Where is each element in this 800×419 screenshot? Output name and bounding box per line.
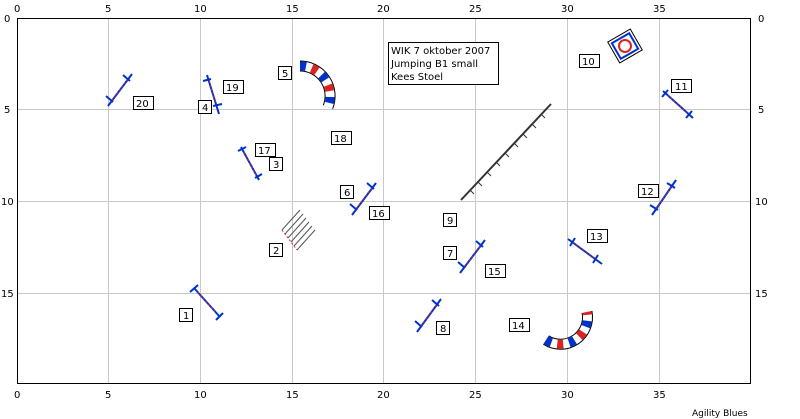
tire-icon bbox=[607, 28, 643, 64]
jump-obstacles bbox=[105, 73, 694, 333]
ring-border bbox=[17, 18, 751, 384]
jump-19-icon bbox=[202, 74, 223, 115]
number-box-19-text: 19 bbox=[226, 83, 239, 94]
ruler-top: 0 5 10 15 20 25 30 35 bbox=[14, 4, 666, 15]
number-box-15-text: 15 bbox=[488, 267, 501, 278]
number-box-12-text: 12 bbox=[641, 187, 654, 198]
number-box-16: 16 bbox=[369, 206, 390, 220]
number-box-20: 20 bbox=[133, 96, 154, 110]
ruler-left-label: 10 bbox=[1, 197, 14, 208]
dogwalk-icon bbox=[460, 103, 552, 201]
jump-13-icon bbox=[567, 237, 603, 265]
ruler-left-label: 15 bbox=[1, 289, 14, 300]
number-box-16-text: 16 bbox=[372, 209, 385, 220]
number-box-3-text: 3 bbox=[273, 160, 279, 171]
tunnel-14-icon bbox=[543, 310, 593, 350]
grid-lines bbox=[17, 18, 751, 384]
jump-17-icon bbox=[237, 146, 263, 181]
number-box-6-text: 6 bbox=[344, 188, 350, 199]
number-box-18: 18 bbox=[331, 131, 352, 145]
ruler-right-label: 10 bbox=[755, 197, 768, 208]
jump-8-icon bbox=[414, 298, 442, 333]
number-box-15: 15 bbox=[485, 264, 506, 278]
number-box-7: 7 bbox=[443, 246, 457, 260]
number-box-11: 11 bbox=[671, 79, 692, 93]
number-box-5-text: 5 bbox=[282, 69, 288, 80]
number-box-10: 10 bbox=[579, 54, 600, 68]
number-box-12: 12 bbox=[638, 184, 659, 198]
number-box-2-text: 2 bbox=[273, 246, 279, 257]
ruler-bottom-label: 15 bbox=[286, 390, 299, 401]
ruler-top-label: 0 bbox=[14, 4, 20, 15]
course-info-box: WIK 7 oktober 2007 Jumping B1 small Kees… bbox=[388, 42, 499, 85]
ruler-top-label: 35 bbox=[653, 4, 666, 15]
ruler-bottom-label: 10 bbox=[194, 390, 207, 401]
ruler-bottom-label: 0 bbox=[14, 390, 20, 401]
ruler-bottom-label: 20 bbox=[377, 390, 390, 401]
number-box-13: 13 bbox=[587, 229, 608, 243]
ruler-bottom: 0 5 10 15 20 25 30 35 bbox=[14, 390, 666, 401]
jump-11-icon bbox=[661, 89, 694, 119]
number-box-1-text: 1 bbox=[183, 311, 189, 322]
number-box-9-text: 9 bbox=[447, 216, 453, 227]
number-box-14: 14 bbox=[509, 318, 530, 332]
weave-poles-icon bbox=[281, 209, 316, 251]
number-box-8: 8 bbox=[436, 321, 450, 335]
ruler-top-label: 30 bbox=[561, 4, 574, 15]
ruler-bottom-label: 30 bbox=[561, 390, 574, 401]
number-box-7-text: 7 bbox=[447, 249, 453, 260]
ruler-left-label: 5 bbox=[4, 105, 10, 116]
number-box-4-text: 4 bbox=[202, 103, 208, 114]
number-box-17: 17 bbox=[255, 143, 276, 157]
number-box-13-text: 13 bbox=[590, 232, 603, 243]
ruler-top-label: 25 bbox=[469, 4, 482, 15]
number-box-5: 5 bbox=[278, 66, 292, 80]
ruler-top-label: 20 bbox=[377, 4, 390, 15]
number-box-11-text: 11 bbox=[675, 82, 688, 93]
ruler-right: 0 5 10 15 bbox=[755, 14, 768, 300]
jump-1-icon bbox=[189, 284, 224, 321]
ruler-right-label: 0 bbox=[758, 14, 764, 25]
number-box-10-text: 10 bbox=[582, 57, 595, 68]
jump-20-icon bbox=[105, 73, 133, 107]
course-judge-name: Kees Stoel bbox=[391, 72, 443, 83]
ruler-bottom-label: 25 bbox=[469, 390, 482, 401]
number-box-4: 4 bbox=[198, 100, 212, 114]
ruler-bottom-label: 5 bbox=[105, 390, 111, 401]
number-box-18-text: 18 bbox=[334, 134, 347, 145]
number-box-6: 6 bbox=[340, 185, 354, 199]
jump-15-icon bbox=[457, 239, 486, 274]
number-labels: 1 2 3 4 5 6 7 8 9 10 11 12 13 14 15 16 1… bbox=[133, 54, 692, 335]
number-box-20-text: 20 bbox=[136, 99, 149, 110]
number-box-3: 3 bbox=[269, 157, 283, 171]
ruler-left-label: 0 bbox=[4, 14, 10, 25]
ruler-left: 0 5 10 15 bbox=[1, 14, 14, 300]
ruler-top-label: 10 bbox=[194, 4, 207, 15]
jump-12-icon bbox=[649, 179, 677, 216]
ruler-right-label: 5 bbox=[758, 105, 764, 116]
ruler-top-label: 15 bbox=[286, 4, 299, 15]
number-box-8-text: 8 bbox=[440, 324, 446, 335]
tunnel-5-icon bbox=[299, 60, 336, 110]
course-event-title: WIK 7 oktober 2007 bbox=[391, 46, 490, 57]
ruler-top-label: 5 bbox=[105, 4, 111, 15]
jump-16-icon bbox=[349, 182, 377, 216]
number-box-2: 2 bbox=[269, 243, 283, 257]
number-box-1: 1 bbox=[179, 308, 193, 322]
ruler-bottom-label: 35 bbox=[653, 390, 666, 401]
credit-text: Agility Blues bbox=[692, 409, 748, 419]
number-box-17-text: 17 bbox=[258, 146, 271, 157]
number-box-19: 19 bbox=[223, 80, 244, 94]
number-box-9: 9 bbox=[443, 213, 457, 227]
ruler-right-label: 15 bbox=[755, 289, 768, 300]
course-class-title: Jumping B1 small bbox=[390, 59, 478, 70]
number-box-14-text: 14 bbox=[512, 321, 525, 332]
